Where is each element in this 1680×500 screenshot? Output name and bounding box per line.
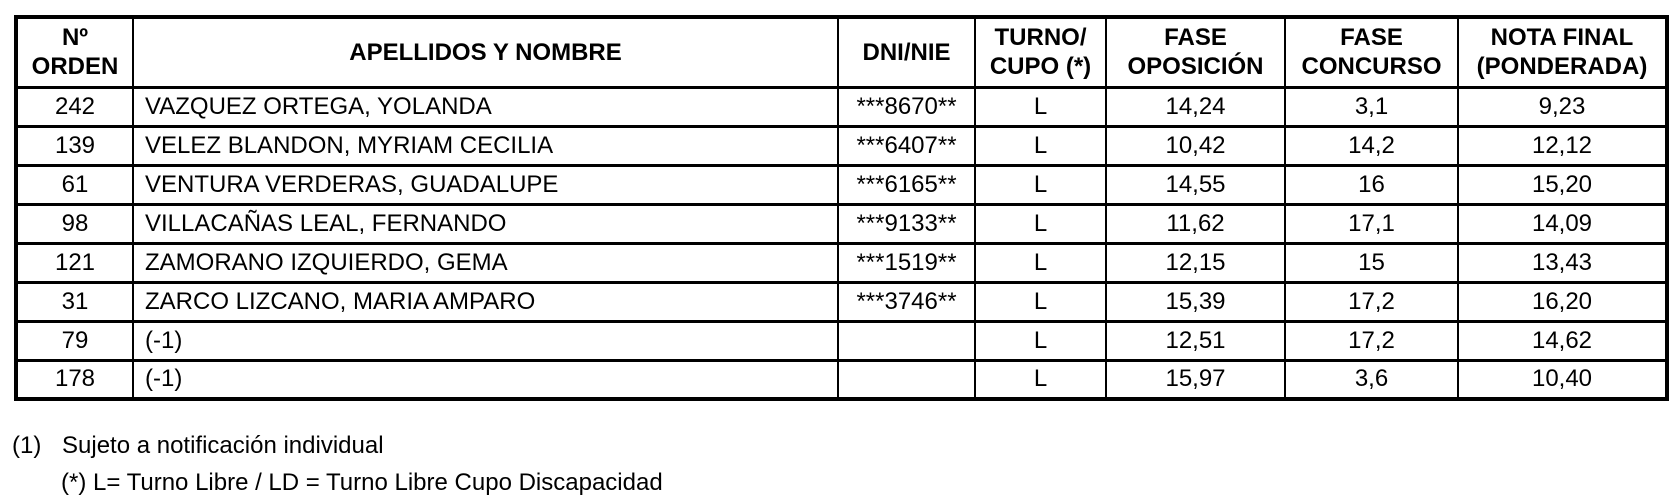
table-row: 31 ZARCO LIZCANO, MARIA AMPARO ***3746**… <box>15 280 1668 323</box>
col-header-apellidos-nombre-line1: APELLIDOS Y NOMBRE <box>349 38 622 66</box>
col-header-turno-cupo-line1: TURNO/ <box>994 23 1087 51</box>
cell-nota-final: 14,09 <box>1457 202 1668 245</box>
cell-nota-final: 9,23 <box>1457 85 1668 128</box>
cell-num-orden: 61 <box>15 163 134 206</box>
col-header-fase-oposicion-line2: OPOSICIÓN <box>1127 53 1264 81</box>
col-header-turno-cupo: TURNO/ CUPO (*) <box>974 15 1107 89</box>
cell-fase-oposicion: 15,39 <box>1105 280 1286 323</box>
cell-fase-concurso: 15 <box>1284 241 1459 284</box>
cell-apellidos-nombre: (-1) <box>132 358 839 401</box>
cell-turno-cupo: L <box>974 85 1107 128</box>
cell-fase-oposicion: 14,55 <box>1105 163 1286 206</box>
table-row: 139 VELEZ BLANDON, MYRIAM CECILIA ***640… <box>15 124 1668 167</box>
cell-fase-oposicion: 12,51 <box>1105 319 1286 362</box>
footnote-2: (*) L= Turno Libre / LD = Turno Libre Cu… <box>61 469 663 498</box>
cell-turno-cupo: L <box>974 319 1107 362</box>
cell-turno-cupo: L <box>974 280 1107 323</box>
header-row: Nº ORDEN APELLIDOS Y NOMBRE DNI/NIE TURN… <box>15 15 1668 89</box>
col-header-fase-concurso-line2: CONCURSO <box>1301 53 1442 81</box>
results-table: Nº ORDEN APELLIDOS Y NOMBRE DNI/NIE TURN… <box>14 15 1669 401</box>
cell-dni-nie <box>837 358 976 401</box>
cell-fase-concurso: 3,6 <box>1284 358 1459 401</box>
col-header-dni-nie: DNI/NIE <box>837 15 976 89</box>
cell-nota-final: 10,40 <box>1457 358 1668 401</box>
col-header-dni-nie-line1: DNI/NIE <box>862 38 951 66</box>
cell-apellidos-nombre: VAZQUEZ ORTEGA, YOLANDA <box>132 85 839 128</box>
cell-dni-nie: ***8670** <box>837 85 976 128</box>
col-header-fase-oposicion: FASE OPOSICIÓN <box>1105 15 1286 89</box>
cell-fase-concurso: 16 <box>1284 163 1459 206</box>
col-header-num-orden: Nº ORDEN <box>15 15 134 89</box>
cell-apellidos-nombre: (-1) <box>132 319 839 362</box>
cell-nota-final: 14,62 <box>1457 319 1668 362</box>
cell-fase-concurso: 17,2 <box>1284 319 1459 362</box>
cell-fase-concurso: 3,1 <box>1284 85 1459 128</box>
cell-turno-cupo: L <box>974 163 1107 206</box>
col-header-nota-final-line2: (PONDERADA) <box>1476 53 1648 81</box>
cell-fase-oposicion: 14,24 <box>1105 85 1286 128</box>
col-header-fase-oposicion-line1: FASE <box>1164 23 1227 51</box>
cell-apellidos-nombre: VELEZ BLANDON, MYRIAM CECILIA <box>132 124 839 167</box>
col-header-nota-final: NOTA FINAL (PONDERADA) <box>1457 15 1668 89</box>
cell-nota-final: 16,20 <box>1457 280 1668 323</box>
table-row: 79 (-1) L 12,51 17,2 14,62 <box>15 319 1668 362</box>
col-header-apellidos-nombre: APELLIDOS Y NOMBRE <box>132 15 839 89</box>
cell-nota-final: 13,43 <box>1457 241 1668 284</box>
cell-fase-concurso: 17,1 <box>1284 202 1459 245</box>
cell-fase-concurso: 14,2 <box>1284 124 1459 167</box>
footnote-2-text: (*) L= Turno Libre / LD = Turno Libre Cu… <box>61 469 663 496</box>
cell-apellidos-nombre: ZAMORANO IZQUIERDO, GEMA <box>132 241 839 284</box>
footnote-1: (1) Sujeto a notificación individual <box>12 432 384 461</box>
cell-turno-cupo: L <box>974 202 1107 245</box>
cell-num-orden: 31 <box>15 280 134 323</box>
cell-dni-nie <box>837 319 976 362</box>
cell-dni-nie: ***3746** <box>837 280 976 323</box>
col-header-fase-concurso-line1: FASE <box>1340 23 1403 51</box>
cell-dni-nie: ***9133** <box>837 202 976 245</box>
cell-nota-final: 12,12 <box>1457 124 1668 167</box>
cell-fase-oposicion: 11,62 <box>1105 202 1286 245</box>
cell-num-orden: 178 <box>15 358 134 401</box>
cell-turno-cupo: L <box>974 241 1107 284</box>
table-row: 98 VILLACAÑAS LEAL, FERNANDO ***9133** L… <box>15 202 1668 245</box>
cell-turno-cupo: L <box>974 358 1107 401</box>
cell-fase-oposicion: 10,42 <box>1105 124 1286 167</box>
cell-dni-nie: ***1519** <box>837 241 976 284</box>
footnote-1-marker: (1) <box>12 432 42 459</box>
col-header-num-orden-line2: ORDEN <box>31 53 119 81</box>
cell-dni-nie: ***6165** <box>837 163 976 206</box>
cell-fase-oposicion: 12,15 <box>1105 241 1286 284</box>
col-header-nota-final-line1: NOTA FINAL <box>1490 23 1634 51</box>
cell-fase-concurso: 17,2 <box>1284 280 1459 323</box>
cell-nota-final: 15,20 <box>1457 163 1668 206</box>
table-row: 121 ZAMORANO IZQUIERDO, GEMA ***1519** L… <box>15 241 1668 284</box>
cell-turno-cupo: L <box>974 124 1107 167</box>
cell-apellidos-nombre: ZARCO LIZCANO, MARIA AMPARO <box>132 280 839 323</box>
cell-fase-oposicion: 15,97 <box>1105 358 1286 401</box>
cell-num-orden: 79 <box>15 319 134 362</box>
footnote-1-text: Sujeto a notificación individual <box>62 432 384 459</box>
table-row: 178 (-1) L 15,97 3,6 10,40 <box>15 358 1668 401</box>
cell-num-orden: 139 <box>15 124 134 167</box>
col-header-turno-cupo-line2: CUPO (*) <box>989 53 1092 81</box>
col-header-fase-concurso: FASE CONCURSO <box>1284 15 1459 89</box>
cell-apellidos-nombre: VILLACAÑAS LEAL, FERNANDO <box>132 202 839 245</box>
cell-apellidos-nombre: VENTURA VERDERAS, GUADALUPE <box>132 163 839 206</box>
cell-num-orden: 121 <box>15 241 134 284</box>
cell-num-orden: 98 <box>15 202 134 245</box>
col-header-num-orden-line1: Nº <box>61 23 89 51</box>
table-row: 242 VAZQUEZ ORTEGA, YOLANDA ***8670** L … <box>15 85 1668 128</box>
table-row: 61 VENTURA VERDERAS, GUADALUPE ***6165**… <box>15 163 1668 206</box>
cell-num-orden: 242 <box>15 85 134 128</box>
cell-dni-nie: ***6407** <box>837 124 976 167</box>
